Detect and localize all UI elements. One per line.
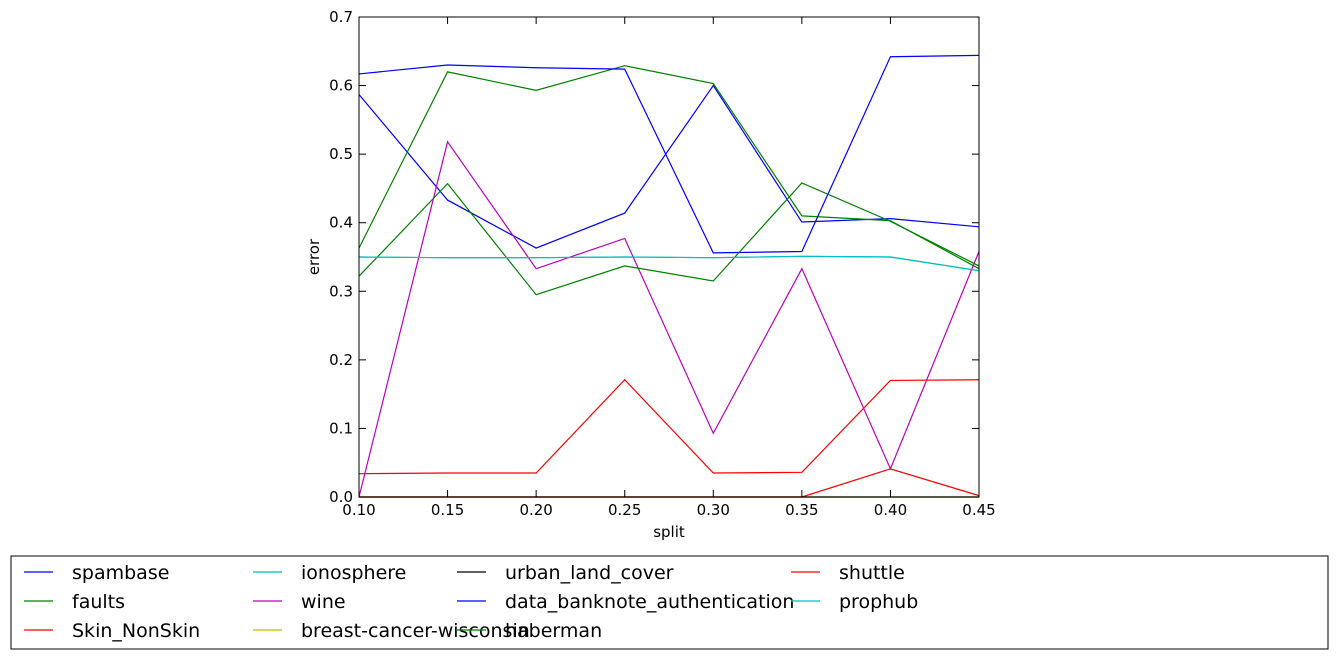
legend-entry-label: wine [301, 591, 346, 613]
series-line-wine [358, 140, 980, 498]
legend-entry-label: faults [72, 591, 125, 613]
y-tick-label: 0.5 [329, 145, 353, 163]
legend-entry-label: Skin_NonSkin [72, 620, 200, 642]
x-tick-label: 0.20 [519, 501, 552, 519]
x-tick-label: 0.35 [785, 501, 818, 519]
legend: spambase faults Skin_NonSkin ionosphere wine… [10, 555, 1329, 650]
legend-entry-label: shuttle [839, 562, 905, 584]
legend-entry-label: ionosphere [301, 562, 406, 584]
y-tick-label: 0.3 [329, 282, 353, 300]
y-tick-label: 0.1 [329, 419, 353, 437]
legend-entry-label: data_banknote_authentication [505, 591, 794, 613]
x-tick-label: 0.15 [431, 501, 464, 519]
y-tick-label: 0.0 [329, 488, 353, 506]
plot-frame [358, 16, 980, 498]
x-tick-label: 0.30 [697, 501, 730, 519]
legend-frame [10, 555, 1329, 650]
series-line-haberman [358, 182, 980, 296]
y-tick-label: 0.2 [329, 351, 353, 369]
series-line-Skin_NonSkin [358, 378, 980, 475]
x-axis-label: split [653, 523, 685, 541]
x-tick-label: 0.10 [342, 501, 375, 519]
legend-entry-label: urban_land_cover [505, 562, 674, 584]
y-tick-label: 0.7 [329, 8, 353, 26]
y-tick-label: 0.4 [329, 214, 353, 232]
y-tick-label: 0.6 [329, 77, 353, 95]
legend-entry-label: prophub [839, 591, 918, 613]
series-line-data_banknote_authentication [358, 54, 980, 254]
x-tick-label: 0.25 [608, 501, 641, 519]
legend-entry-label: breast-cancer-wisconsin [301, 620, 530, 642]
x-tick-label: 0.40 [874, 501, 907, 519]
series-line-prophub [358, 255, 980, 272]
legend-entry-label: haberman [505, 620, 602, 642]
y-axis-label: error [305, 238, 323, 275]
ticks-layer: 0.10 0.15 0.20 0.25 0.30 0.35 0.40 0.45 0.0 0.1 0.… [329, 8, 996, 519]
x-tick-label: 0.45 [962, 501, 995, 519]
series-line-spambase [358, 84, 980, 249]
series-line-faults [358, 65, 980, 270]
legend-entry-label: spambase [72, 562, 169, 584]
